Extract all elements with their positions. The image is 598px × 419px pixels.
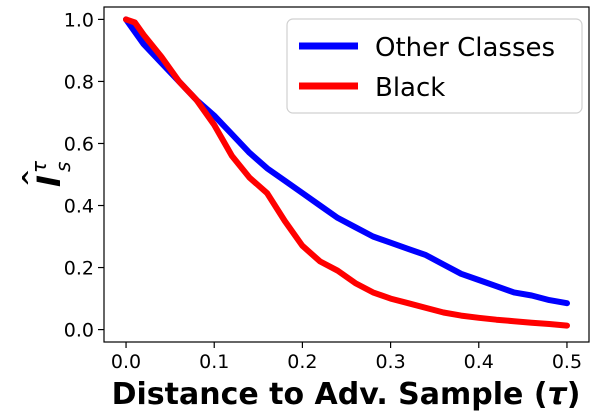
x-tick-label: 0.2 bbox=[287, 351, 317, 373]
x-tick-label: 0.1 bbox=[199, 351, 229, 373]
series-line-black bbox=[123, 16, 570, 329]
x-axis-label: Distance to Adv. Sample (τ) bbox=[112, 377, 581, 412]
x-tick-label: 0.0 bbox=[111, 351, 141, 373]
legend-label-other-classes: Other Classes bbox=[375, 33, 555, 63]
x-tick-label: 0.3 bbox=[375, 351, 405, 373]
y-tick-label: 1.0 bbox=[64, 9, 94, 31]
plot-frame bbox=[103, 6, 590, 343]
legend-box bbox=[286, 18, 583, 114]
y-tick-label: 0.8 bbox=[64, 71, 94, 93]
y-tick-label: 0.4 bbox=[64, 196, 94, 218]
legend-label-black: Black bbox=[375, 73, 445, 103]
y-axis-label-sup: τ bbox=[27, 160, 51, 173]
legend: Other Classes Black bbox=[286, 18, 583, 114]
y-axis-ticks: 0.0 0.2 0.4 0.6 0.8 1.0 bbox=[64, 9, 104, 342]
y-tick-label: 0.2 bbox=[64, 258, 94, 280]
y-axis-label-base: I bbox=[30, 175, 68, 187]
x-tick-label: 0.5 bbox=[552, 351, 582, 373]
y-tick-label: 0.6 bbox=[64, 133, 94, 155]
x-axis-ticks: 0.0 0.1 0.2 0.3 0.4 0.5 bbox=[111, 342, 582, 373]
y-axis-label-hat: ^ bbox=[19, 169, 44, 187]
y-axis-label-sub: s bbox=[51, 162, 75, 172]
series-layer bbox=[123, 16, 570, 329]
y-axis-label: ^ I τ s bbox=[19, 160, 75, 187]
x-tick-label: 0.4 bbox=[464, 351, 494, 373]
y-tick-label: 0.0 bbox=[64, 320, 94, 342]
